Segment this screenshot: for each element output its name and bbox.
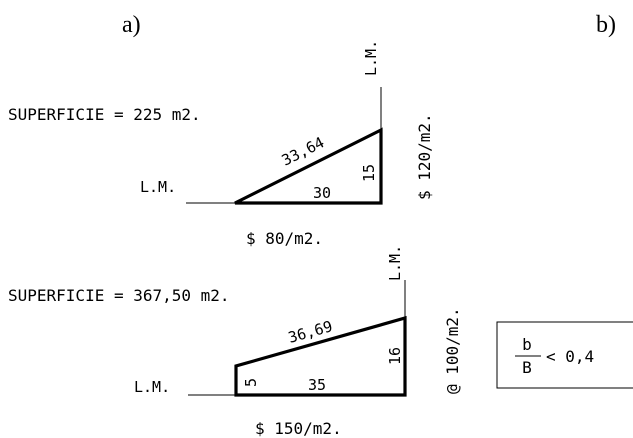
lot2-area-label: SUPERFICIE = 367,50 m2. <box>8 286 230 305</box>
lot1-base-length: 30 <box>313 184 331 202</box>
ratio-numerator: b <box>522 335 532 354</box>
ratio-box: b B < 0,4 <box>496 321 633 389</box>
lot2-base-length: 35 <box>308 376 326 394</box>
lot2-top-length: 36,69 <box>286 317 334 347</box>
lot2-lm-vertical-label: L.M. <box>386 245 404 281</box>
lot1-figure: SUPERFICIE = 225 m2. L.M. L.M. 33,64 30 … <box>8 40 434 248</box>
ratio-relation: < 0,4 <box>546 347 594 366</box>
ratio-box-frame <box>496 321 633 389</box>
panel-label-a: a) <box>122 12 141 38</box>
panel-label-b: b) <box>596 12 616 38</box>
lot1-bottom-price: $ 80/m2. <box>246 229 323 248</box>
lot1-area-label: SUPERFICIE = 225 m2. <box>8 105 201 124</box>
lot2-trapezoid <box>234 315 407 397</box>
lot1-lm-horizontal-label: L.M. <box>140 178 176 196</box>
lot2-figure: SUPERFICIE = 367,50 m2. L.M. L.M. 36,69 … <box>8 245 462 438</box>
lot2-bottom-price: $ 150/m2. <box>255 419 342 438</box>
lot2-lm-horizontal-label: L.M. <box>134 378 170 396</box>
lot1-height-length: 15 <box>360 164 378 182</box>
lot1-side-price: $ 120/m2. <box>415 113 434 200</box>
lot1-hypotenuse-length: 33,64 <box>279 133 327 169</box>
lot2-right-side-length: 16 <box>386 347 404 365</box>
lot2-left-side-length: 5 <box>242 378 260 387</box>
lot2-side-price: @ 100/m2. <box>443 307 462 394</box>
ratio-denominator: B <box>522 358 532 377</box>
lot1-triangle <box>234 127 383 205</box>
lot1-lm-vertical-label: L.M. <box>362 40 380 76</box>
